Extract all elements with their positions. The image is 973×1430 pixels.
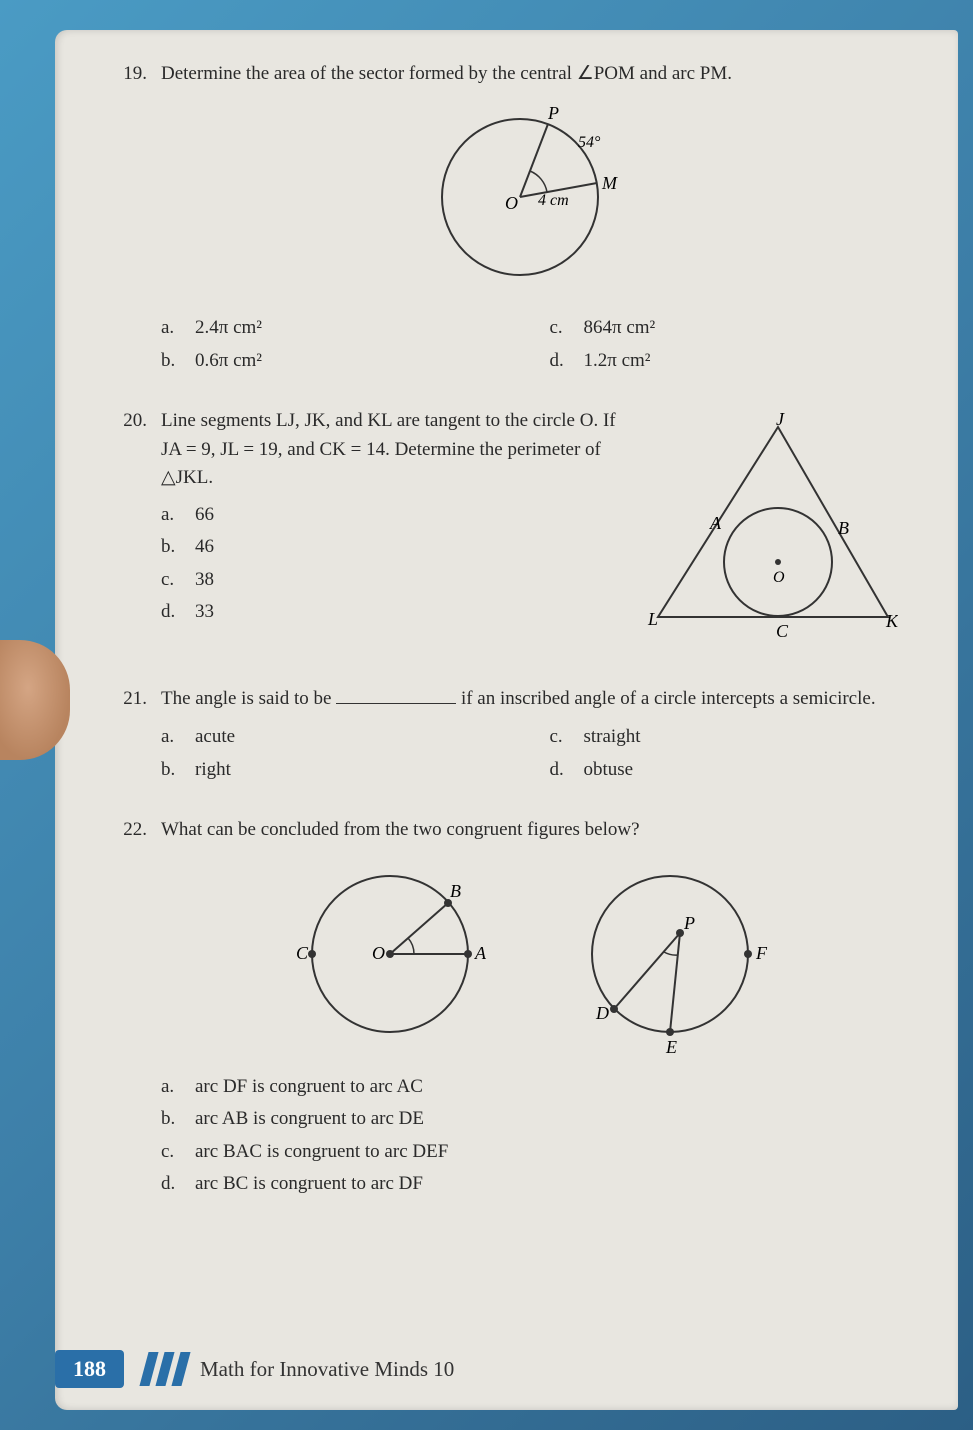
q22-text: What can be concluded from the two congr… (161, 816, 898, 845)
label-l: L (647, 609, 658, 629)
label-o: O (505, 193, 518, 213)
q21-number: 21. (115, 685, 147, 789)
q21-pre: The angle is said to be (161, 688, 336, 709)
q20-opt-c: 38 (195, 566, 214, 595)
opt-letter: b. (161, 756, 183, 785)
label-m: M (601, 173, 618, 193)
label-c2: C (296, 943, 309, 963)
q19-opt-c: 864π cm² (584, 314, 656, 343)
footer-stripes-icon (139, 1352, 190, 1386)
q20-diagram: J A B L C K O (638, 407, 898, 657)
q22-diagram: B C O A P F (161, 859, 898, 1059)
q22-opt-c: arc BAC is congruent to arc DEF (195, 1138, 448, 1167)
opt-letter: c. (161, 1138, 183, 1167)
opt-letter: b. (161, 1105, 183, 1134)
q19-opt-d: 1.2π cm² (584, 347, 651, 376)
label-e: E (665, 1037, 677, 1057)
label-b2: B (450, 881, 461, 901)
opt-letter: d. (161, 1170, 183, 1199)
opt-letter: d. (161, 598, 183, 627)
opt-letter: c. (161, 566, 183, 595)
opt-letter: a. (161, 723, 183, 752)
blank-line (336, 703, 456, 704)
q20-number: 20. (115, 407, 147, 657)
page-footer: 188 Math for Innovative Minds 10 (55, 1350, 454, 1388)
opt-letter: d. (550, 756, 572, 785)
question-20: 20. Line segments LJ, JK, and KL are tan… (115, 407, 898, 657)
q20-opt-b: 46 (195, 533, 214, 562)
textbook-page: 19. Determine the area of the sector for… (55, 30, 958, 1410)
q19-text: Determine the area of the sector formed … (161, 60, 898, 89)
q21-opt-a: acute (195, 723, 235, 752)
q21-text: The angle is said to be if an inscribed … (161, 685, 898, 714)
opt-letter: b. (161, 347, 183, 376)
opt-letter: a. (161, 1073, 183, 1102)
opt-letter: b. (161, 533, 183, 562)
book-title: Math for Innovative Minds 10 (200, 1357, 454, 1382)
page-number: 188 (55, 1350, 124, 1388)
label-j: J (776, 409, 785, 429)
label-c: C (776, 621, 789, 641)
q19-diagram: P M O 54° 4 cm (161, 97, 898, 297)
opt-letter: a. (161, 314, 183, 343)
question-22: 22. What can be concluded from the two c… (115, 816, 898, 1203)
q22-number: 22. (115, 816, 147, 1203)
label-a: A (709, 513, 722, 533)
label-f: F (755, 943, 768, 963)
q20-opt-a: 66 (195, 501, 214, 530)
q21-opt-b: right (195, 756, 231, 785)
q21-opt-c: straight (584, 723, 641, 752)
q21-opt-d: obtuse (584, 756, 634, 785)
q20-text: Line segments LJ, JK, and KL are tangent… (161, 407, 618, 493)
q22-opt-a: arc DF is congruent to arc AC (195, 1073, 423, 1102)
question-21: 21. The angle is said to be if an inscri… (115, 685, 898, 789)
q19-opt-a: 2.4π cm² (195, 314, 262, 343)
label-a2: A (474, 943, 487, 963)
label-o2: O (773, 569, 785, 586)
q19-opt-b: 0.6π cm² (195, 347, 262, 376)
q19-number: 19. (115, 60, 147, 379)
label-d: D (595, 1003, 609, 1023)
q22-opt-d: arc BC is congruent to arc DF (195, 1170, 423, 1199)
question-19: 19. Determine the area of the sector for… (115, 60, 898, 379)
label-b: B (838, 518, 849, 538)
q20-opt-d: 33 (195, 598, 214, 627)
label-p2: P (683, 913, 695, 933)
opt-letter: c. (550, 723, 572, 752)
label-radius: 4 cm (538, 192, 569, 209)
opt-letter: a. (161, 501, 183, 530)
opt-letter: c. (550, 314, 572, 343)
q22-opt-b: arc AB is congruent to arc DE (195, 1105, 424, 1134)
opt-letter: d. (550, 347, 572, 376)
label-angle: 54° (578, 134, 601, 151)
label-o3: O (372, 943, 385, 963)
label-k: K (885, 611, 898, 631)
label-p: P (547, 103, 559, 123)
q21-post: if an inscribed angle of a circle interc… (456, 688, 875, 709)
